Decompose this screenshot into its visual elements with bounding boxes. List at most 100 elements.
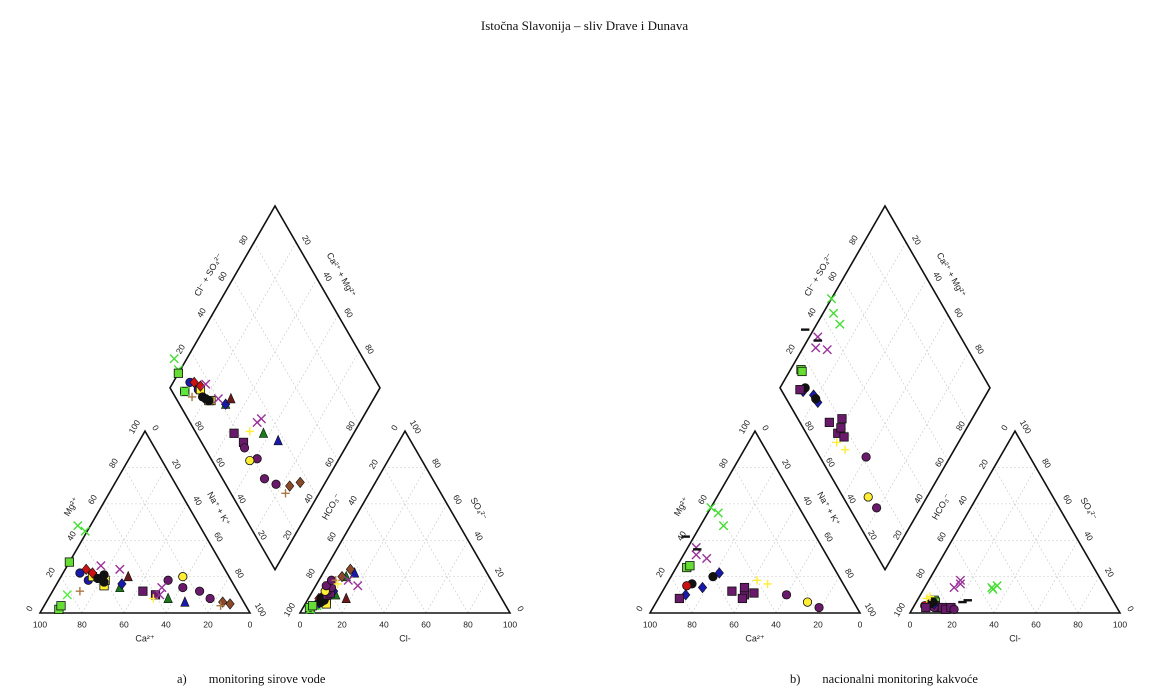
anion-right-label: SO₄²⁻ [468, 496, 489, 522]
anion-left-tick: 60 [325, 530, 339, 543]
anion-bottom-tick: 60 [421, 619, 431, 629]
cation-left-tick: 100 [126, 418, 142, 436]
diamond-right-tick: 20 [300, 233, 314, 246]
diamond-data-point [273, 434, 283, 446]
diamond-lower-left-tick: 80 [193, 419, 207, 432]
diamond-data-point [187, 392, 197, 402]
cation-data-point [115, 564, 125, 575]
diamond-data-point [281, 489, 290, 498]
piper-grid [60, 242, 490, 614]
anion-data-point [333, 579, 342, 589]
cation-right-label: Na⁺ + K⁺ [205, 490, 232, 527]
cation-x-label: Ca²⁺ [135, 633, 155, 643]
diamond-data-point [271, 479, 281, 489]
diamond-lower-left-tick: 20 [256, 528, 270, 541]
cation-data-point [216, 601, 225, 610]
cation-bottom-tick: 20 [203, 619, 213, 629]
cation-bottom-tick: 40 [161, 619, 171, 629]
cation-data-point [138, 586, 148, 596]
anion-bottom-tick: 40 [379, 619, 389, 629]
cation-data-point [180, 596, 190, 607]
cation-right-tick: 60 [212, 530, 226, 543]
diamond-data-point [201, 394, 211, 404]
cation-bottom-tick: 80 [77, 619, 87, 629]
cation-left-tick: 60 [86, 493, 100, 506]
diamond-right-tick: 40 [321, 270, 335, 283]
cation-data-point [75, 568, 85, 578]
anion-left-tick: 0 [389, 423, 400, 432]
central-diamond [169, 204, 381, 572]
diamond-data-point [256, 414, 267, 424]
diamond-data-point [195, 380, 206, 392]
diamond-right-tick: 80 [363, 342, 377, 355]
anion-gridline [467, 576, 490, 614]
cation-data-point [205, 593, 215, 604]
anion-left-tick: 100 [281, 601, 297, 619]
anion-triangle [298, 429, 512, 614]
diamond-gridline [253, 351, 360, 534]
diamond-data-point [258, 427, 269, 438]
anion-right-tick: 20 [493, 566, 507, 579]
anion-data-point [343, 575, 353, 585]
page-title: Istočna Slavonija – sliv Drave i Dunava [480, 18, 689, 33]
anion-data-point [349, 567, 360, 578]
anion-left-tick: 40 [346, 494, 360, 507]
anion-gridline [362, 503, 427, 614]
cation-gridline [60, 576, 83, 614]
diamond-left-tick: 80 [237, 233, 251, 246]
cation-data-point [62, 590, 72, 600]
caption-a-text: monitoring sirove vode [208, 672, 326, 686]
cation-data-point [178, 572, 188, 582]
diamond-data-point [245, 455, 255, 466]
cation-data-point [195, 586, 205, 596]
diamond-lower-left-tick: 40 [235, 492, 249, 505]
caption-b-text: nacionalni monitoring kakvoće [822, 672, 978, 686]
cation-bottom-tick: 100 [33, 619, 47, 629]
diamond-lower-left-tick: 60 [214, 456, 228, 469]
cation-bottom-tick: 60 [119, 619, 129, 629]
cation-data-point [218, 596, 228, 608]
diamond-data-point [239, 443, 250, 453]
anion-right-tick: 40 [472, 529, 486, 542]
diamond-data-point [213, 394, 223, 404]
diamond-gridline [232, 278, 339, 461]
cation-data-point [96, 561, 106, 571]
cation-data-point [163, 592, 173, 603]
cation-data-point [225, 598, 235, 610]
anion-gridline [383, 503, 448, 614]
diamond-lower-right-tick: 80 [344, 419, 358, 432]
cation-right-tick: 0 [150, 423, 161, 432]
diamond-right-tick: 60 [342, 306, 356, 319]
anion-right-tick: 80 [430, 457, 444, 470]
diamond-lower-right-tick: 40 [302, 492, 316, 505]
anion-left-tick: 20 [367, 457, 381, 470]
cation-gridline [207, 576, 230, 614]
diamond-data-point [169, 354, 179, 364]
diamond-left-tick: 60 [216, 270, 230, 283]
caption-b-label: b) [790, 672, 801, 686]
diamond-gridline [253, 242, 360, 425]
diamond-data-point [201, 379, 211, 389]
piper-points [54, 354, 363, 615]
diamond-gridline [190, 242, 297, 425]
anion-bottom-tick: 100 [503, 619, 517, 629]
cation-data-point [81, 563, 91, 576]
diamond-data-point [189, 376, 199, 389]
caption-b: b) nacionalni monitoring kakvoće [790, 672, 978, 687]
anion-x-label: Cl- [399, 633, 411, 643]
piper-outline [38, 204, 512, 614]
cation-data-point [73, 521, 83, 531]
diamond-lower-right-tick: 60 [323, 455, 337, 468]
anion-data-point [341, 592, 351, 603]
diamond-data-point [226, 392, 236, 404]
anion-bottom-tick: 0 [298, 619, 303, 629]
cation-gridline [123, 503, 188, 614]
diamond-data-point [229, 428, 239, 438]
cation-right-tick: 40 [191, 494, 205, 507]
diamond-lower-right-tick: 20 [281, 528, 295, 541]
anion-bottom-tick: 20 [337, 619, 347, 629]
cation-right-tick: 20 [170, 458, 184, 471]
cation-data-point [99, 570, 109, 580]
diamond-left-tick: 40 [195, 306, 209, 319]
